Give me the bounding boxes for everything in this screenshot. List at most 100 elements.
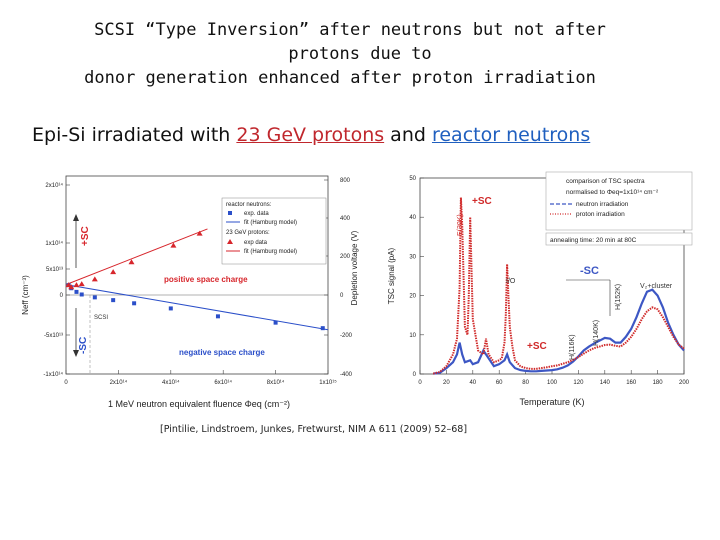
right-legend-box bbox=[545, 171, 693, 231]
left-fit-lines bbox=[65, 228, 329, 331]
left-y-ticks: -1x10¹⁴ -5x10¹³ 0 5x10¹³ 1x10¹⁴ 2x10¹⁴ bbox=[43, 182, 70, 378]
right-y-ticks: 0 10 20 30 40 50 bbox=[409, 176, 424, 378]
neutron-data-point bbox=[74, 289, 79, 294]
io-label: I/O bbox=[506, 278, 516, 285]
right-y-tick-label: 30 bbox=[409, 254, 416, 260]
right-x-tick-label: 180 bbox=[653, 380, 664, 386]
left-x-tick-label: 8x10¹⁴ bbox=[267, 379, 285, 386]
right-y-tick-label: 40 bbox=[409, 215, 416, 221]
left-y-tick-label: -1x10¹⁴ bbox=[43, 371, 63, 378]
left-y2-tick-label: 0 bbox=[340, 293, 344, 299]
h140-label: H(140K) bbox=[593, 320, 600, 346]
proton-data-point bbox=[65, 282, 72, 288]
right-y-tick-label: 50 bbox=[409, 176, 416, 182]
left-y-tick-label: 0 bbox=[60, 293, 64, 299]
right-legend-heading-2: normalised to Φeq=1x10¹⁴ cm⁻² bbox=[566, 189, 659, 196]
right-y-tick-label: 10 bbox=[409, 333, 416, 339]
left-legend: reactor neutrons: exp. data fit (Hamburg… bbox=[221, 197, 327, 265]
neutron-data-point bbox=[215, 314, 220, 319]
proton-fit-line bbox=[65, 228, 208, 286]
right-x-tick-label: 140 bbox=[600, 380, 611, 386]
left-legend-box bbox=[221, 197, 327, 265]
legend-group-protons: 23 GeV protons: bbox=[226, 230, 270, 236]
proton-data-point bbox=[68, 284, 75, 290]
plus-sc-label: +SC bbox=[80, 226, 91, 246]
left-y-axis-label: Neff (cm⁻³) bbox=[21, 275, 30, 315]
right-y-tick-label: 0 bbox=[413, 372, 417, 378]
proton-data-point bbox=[170, 242, 177, 248]
left-y-tick-label: 5x10¹³ bbox=[46, 267, 63, 273]
left-y2-tick-label: 200 bbox=[340, 254, 351, 260]
left-x-tick-label: 0 bbox=[64, 380, 68, 386]
right-x-tick-label: 20 bbox=[443, 380, 450, 386]
left-y-tick-label: 1x10¹⁴ bbox=[45, 240, 63, 247]
title-line-2: protons due to bbox=[288, 44, 432, 64]
proton-data-point bbox=[128, 259, 135, 265]
left-plus-sc-annotation: +SC bbox=[73, 214, 91, 268]
left-y2-tick-label: -200 bbox=[340, 333, 353, 339]
left-x-tick-label: 6x10¹⁴ bbox=[214, 379, 232, 386]
proton-data-point bbox=[110, 269, 117, 275]
v2cluster-label: V₂+cluster bbox=[640, 283, 673, 290]
right-legend-neutron: neutron irradiation bbox=[576, 201, 629, 208]
right-x-tick-label: 0 bbox=[418, 380, 422, 386]
right-x-tick-label: 40 bbox=[469, 380, 476, 386]
left-minus-sc-annotation: -SC bbox=[73, 308, 89, 357]
legend-proton-marker bbox=[227, 239, 233, 244]
legend-neutron-fit: fit (Hamburg model) bbox=[244, 220, 297, 226]
neutrons-link[interactable]: reactor neutrons bbox=[431, 124, 591, 146]
minus-sc-label: -SC bbox=[78, 337, 89, 354]
neutron-data-point bbox=[111, 298, 116, 303]
left-x-ticks: 0 2x10¹⁴ 4x10¹⁴ 6x10¹⁴ 8x10¹⁴ 1x10¹⁵ bbox=[64, 370, 337, 386]
subtitle-mid: and bbox=[384, 124, 432, 146]
neutron-data-point bbox=[320, 326, 325, 331]
right-x-tick-label: 60 bbox=[496, 380, 503, 386]
neff-fluence-chart: -1x10¹⁴ -5x10¹³ 0 5x10¹³ 1x10¹⁴ 2x10¹⁴ -400 -2… bbox=[21, 175, 359, 409]
neutron-data-point bbox=[92, 295, 97, 300]
legend-neutron-data: exp. data bbox=[244, 211, 269, 217]
right-x-tick-label: 100 bbox=[547, 380, 558, 386]
negative-space-charge-label: negative space charge bbox=[179, 348, 265, 357]
neutron-data-point bbox=[132, 301, 137, 306]
left-y2-tick-label: 400 bbox=[340, 216, 351, 222]
left-x-tick-label: 4x10¹⁴ bbox=[162, 379, 180, 386]
right-x-tick-label: 200 bbox=[679, 380, 690, 386]
right-x-tick-label: 80 bbox=[522, 380, 529, 386]
right-legend: comparison of TSC spectra normalised to … bbox=[545, 171, 693, 246]
proton-data-point bbox=[78, 281, 85, 287]
legend-group-neutrons: reactor neutrons: bbox=[226, 202, 272, 208]
neutron-data-point bbox=[79, 292, 84, 297]
neutron-data-point bbox=[168, 306, 173, 311]
h116-label: H(116K) bbox=[569, 334, 576, 360]
slide-subtitle: Epi-Si irradiated with 23 GeV protons an… bbox=[32, 124, 590, 146]
left-plot-frame bbox=[65, 175, 329, 375]
plus-sc-top-label: +SC bbox=[472, 196, 492, 207]
right-x-tick-label: 160 bbox=[626, 380, 637, 386]
right-y-tick-label: 20 bbox=[409, 294, 416, 300]
left-x-tick-label: 2x10¹⁴ bbox=[110, 379, 128, 386]
right-spectra-lines bbox=[432, 197, 685, 375]
protons-link[interactable]: 23 GeV protons bbox=[236, 124, 385, 146]
legend-proton-fit: fit (Hamburg model) bbox=[244, 249, 297, 255]
legend-proton-data: exp data bbox=[244, 240, 268, 246]
left-y-tick-label: -5x10¹³ bbox=[44, 333, 63, 339]
right-y-axis-label: TSC signal (pA) bbox=[387, 247, 396, 304]
citation: [Pintilie, Lindstroem, Junkes, Fretwurst… bbox=[160, 424, 468, 435]
neutron-fit-line bbox=[65, 284, 329, 331]
proton-data-point bbox=[196, 230, 203, 236]
right-x-tick-label: 120 bbox=[573, 380, 584, 386]
h152-label: H(152K) bbox=[615, 284, 622, 310]
subtitle-prefix: Epi-Si irradiated with bbox=[32, 124, 237, 146]
left-y2-axis-label: Depletion voltage (V) bbox=[350, 230, 359, 305]
left-y2-tick-label: 800 bbox=[340, 178, 351, 184]
legend-neutron-marker bbox=[228, 211, 232, 215]
e30k-label: E(30K) bbox=[457, 214, 464, 236]
proton-data-point bbox=[73, 282, 80, 288]
slide-title: SCSI “Type Inversion” after neutrons but… bbox=[0, 18, 720, 90]
left-y-tick-label: 2x10¹⁴ bbox=[45, 182, 63, 189]
right-legend-proton: proton irradiation bbox=[576, 211, 625, 218]
right-x-ticks: 0 20 40 60 80 100 120 140 160 180 200 bbox=[418, 370, 690, 386]
annealing-box bbox=[545, 232, 693, 246]
left-x-tick-label: 1x10¹⁵ bbox=[319, 379, 337, 386]
